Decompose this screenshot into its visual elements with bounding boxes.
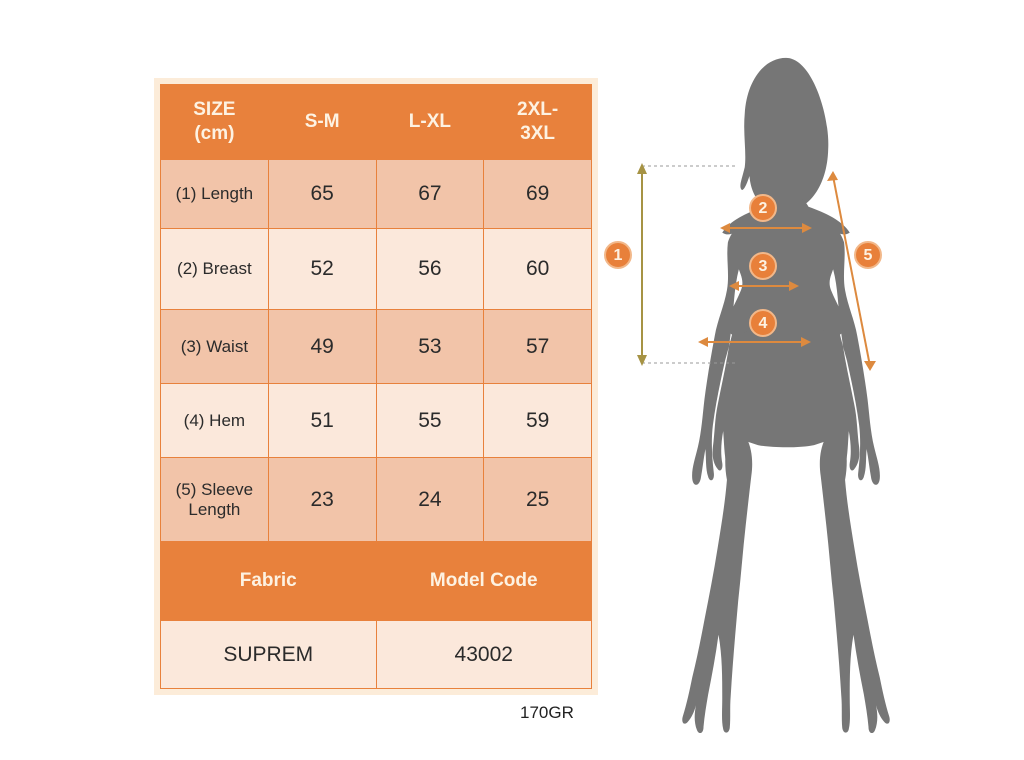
svg-text:1: 1: [614, 247, 623, 264]
svg-text:4: 4: [759, 315, 768, 332]
svg-text:5: 5: [864, 247, 873, 264]
svg-text:2: 2: [759, 200, 768, 217]
svg-text:3: 3: [759, 258, 768, 275]
